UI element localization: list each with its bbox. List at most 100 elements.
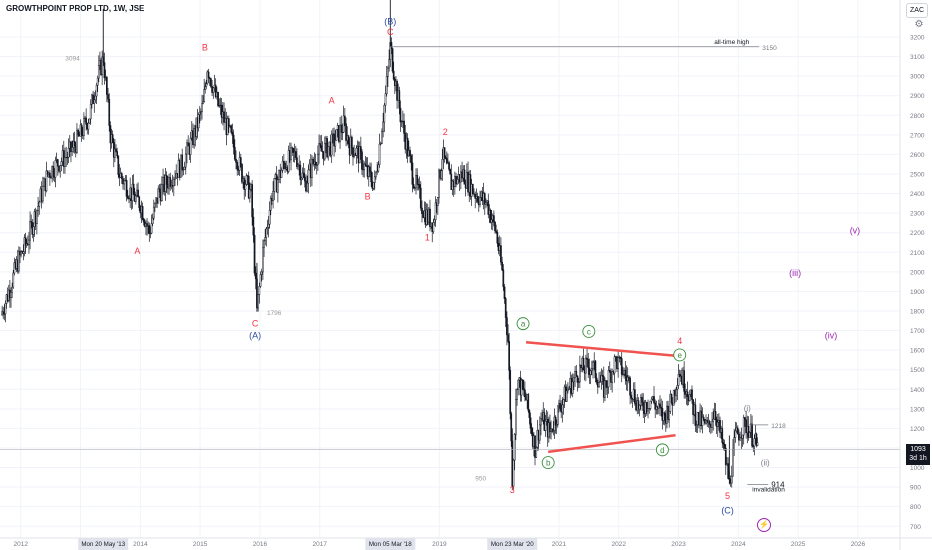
candle-body: [353, 154, 355, 158]
candle-body: [314, 161, 317, 166]
candle-body: [24, 237, 27, 246]
candle-body: [448, 162, 450, 170]
last-price-badge: 1093 3d 1h: [906, 444, 930, 465]
candle-body: [315, 164, 318, 166]
candle-body: [359, 146, 362, 152]
candle-body: [217, 92, 219, 107]
candle-body: [187, 142, 190, 147]
candle-body: [172, 178, 175, 187]
candle-body: [330, 134, 333, 156]
candle-body: [347, 135, 350, 144]
candle-body: [493, 215, 495, 223]
candle-body: [668, 411, 671, 420]
date-badge: [487, 538, 538, 550]
candle-body: [556, 405, 559, 425]
line-label: all-time high: [714, 39, 749, 46]
y-tick-label: 1500: [910, 367, 925, 374]
candle-body: [345, 123, 347, 141]
candle-body: [235, 158, 237, 163]
candle-body: [669, 394, 672, 412]
candle-body: [46, 170, 49, 175]
candle-body: [251, 184, 254, 218]
candle-body: [385, 76, 388, 95]
wave-label: 5: [725, 491, 730, 501]
candle-body: [433, 219, 436, 223]
candle-body: [92, 94, 94, 104]
candle-body: [694, 404, 697, 426]
candle-body: [509, 370, 512, 414]
y-tick-label: 3200: [910, 35, 925, 42]
flash-icon[interactable]: ⚡: [757, 518, 771, 532]
wave-label: A: [134, 246, 140, 256]
candle-body: [471, 184, 474, 195]
candle-body: [605, 380, 608, 388]
candle-body: [201, 103, 203, 112]
candle-body: [601, 375, 604, 377]
candle-body: [45, 170, 48, 192]
candle-body: [169, 177, 172, 187]
x-axis-bg: [0, 538, 932, 550]
wave-label: 3: [510, 485, 515, 495]
candle-body: [12, 272, 15, 288]
candle-body: [115, 148, 117, 152]
candle-body: [647, 408, 649, 412]
wave-label: (A): [249, 330, 261, 340]
candle-body: [521, 379, 524, 389]
candle-body: [327, 146, 330, 158]
candle-body: [515, 399, 517, 435]
candle-body: [303, 176, 306, 182]
wave-label: (i): [744, 404, 751, 413]
x-tick-label: 2022: [611, 541, 626, 548]
candle-body: [479, 197, 481, 206]
candle-body: [151, 217, 154, 225]
candle-body: [565, 390, 568, 402]
candle-body: [419, 187, 422, 209]
candle-body: [182, 169, 185, 171]
wave-label: (v): [850, 226, 861, 236]
candle-body: [622, 373, 624, 375]
candle-body: [413, 187, 416, 189]
candle-body: [181, 154, 184, 171]
candle-body: [117, 155, 120, 175]
candle-body: [42, 185, 44, 202]
candle-body: [573, 377, 575, 383]
candle-body: [410, 155, 413, 164]
price-label: 950: [475, 475, 486, 482]
candle-body: [613, 356, 616, 374]
candle-body: [291, 147, 294, 149]
candle-body: [29, 221, 31, 241]
candle-body: [73, 140, 76, 147]
candle-body: [94, 95, 97, 101]
candle-body: [154, 203, 156, 208]
candle-body: [534, 435, 536, 458]
candle-body: [123, 180, 126, 185]
x-tick-label: 2019: [432, 541, 447, 548]
candle-body: [617, 357, 619, 369]
candle-body: [487, 200, 490, 215]
candle-body: [650, 398, 653, 402]
line-value-label: 3150: [762, 45, 777, 52]
candle-body: [506, 317, 508, 336]
currency-button[interactable]: ZAC: [906, 3, 928, 18]
candle-body: [485, 202, 487, 205]
candle-body: [606, 386, 609, 388]
candle-body: [111, 134, 114, 143]
y-tick-label: 2200: [910, 230, 925, 237]
candle-body: [208, 77, 211, 79]
candle-body: [36, 210, 38, 224]
candle-body: [210, 78, 212, 87]
candle-body: [517, 379, 520, 390]
candle-body: [263, 240, 265, 249]
candle-body: [512, 459, 515, 487]
candle-body: [599, 381, 602, 383]
candle-body: [628, 376, 630, 379]
candle-body: [126, 196, 129, 199]
candle-body: [236, 162, 239, 170]
candle-body: [341, 131, 344, 134]
candle-body: [87, 122, 90, 130]
x-tick-label: 2023: [671, 541, 686, 548]
candle-body: [197, 114, 200, 129]
gear-icon[interactable]: ⚙: [914, 19, 924, 30]
